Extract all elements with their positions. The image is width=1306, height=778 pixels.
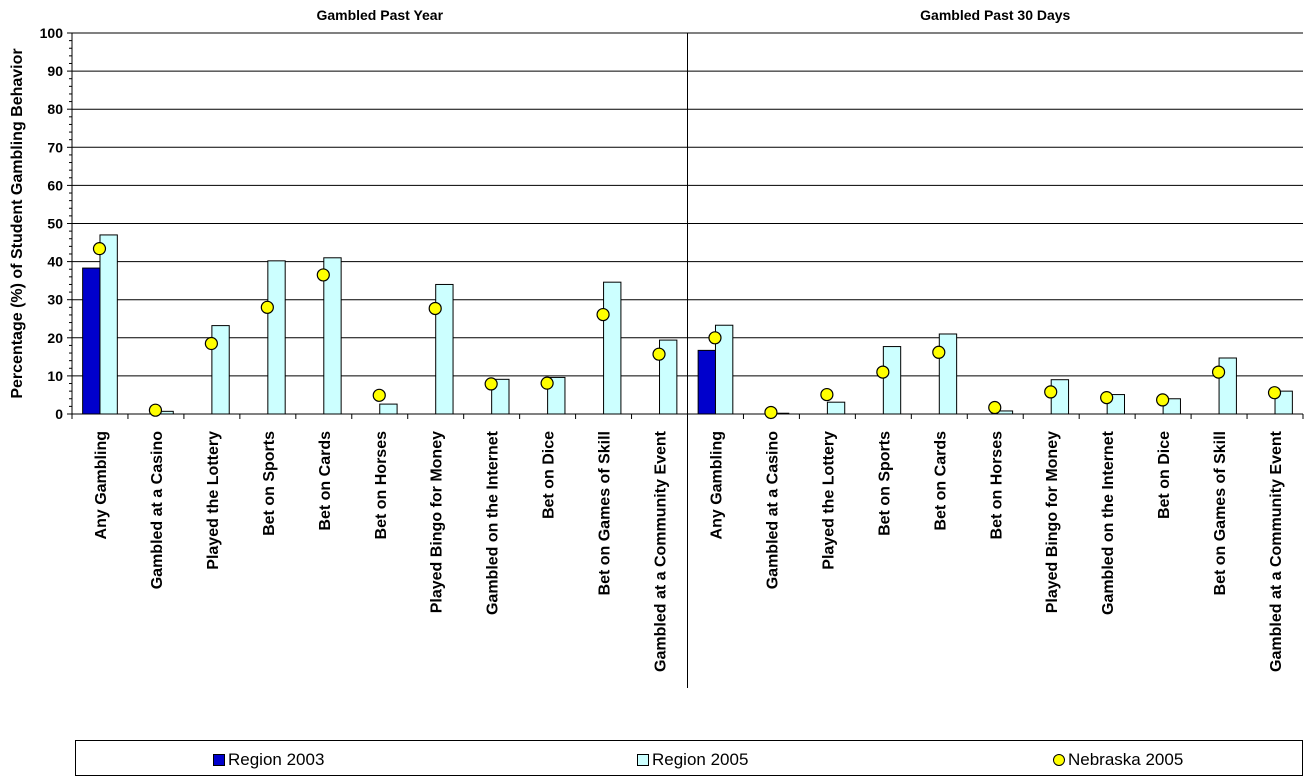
x-tick-label-bet-on-games-of-skill: Bet on Games of Skill [1212,431,1229,595]
bar-region-2005 [882,346,902,415]
legend: Region 2003 Region 2005 Nebraska 2005 [75,740,1303,776]
x-tick-label-bet-on-dice: Bet on Dice [541,431,558,519]
panel-title: Gambled Past Year [316,7,443,23]
x-tick-label-played-bingo-for-money: Played Bingo for Money [429,431,446,613]
marker-nebraska-2005 [596,307,610,322]
bar-region-2005 [603,281,622,415]
x-tick-label-bet-on-sports: Bet on Sports [876,431,893,536]
marker-nebraska-2005 [764,405,778,420]
bar-region-2005 [267,260,286,415]
x-tick-label-bet-on-cards: Bet on Cards [317,431,334,531]
marker-nebraska-2005 [1156,393,1170,407]
bar-region-2003 [82,267,101,415]
legend-swatch-region-2005 [637,754,649,766]
y-tick-label: 20 [47,330,63,346]
marker-nebraska-2005 [1267,386,1282,400]
x-tick-label-gambled-at-a-community-event: Gambled at a Community Event [653,430,670,672]
bar-region-2005 [938,333,958,415]
legend-label-region-2003: Region 2003 [228,750,325,769]
legend-item-nebraska-2005: Nebraska 2005 [1053,750,1183,770]
x-tick-label-any-gambling: Any Gambling [708,431,725,539]
marker-nebraska-2005 [820,387,834,402]
marker-nebraska-2005 [428,301,442,316]
marker-nebraska-2005 [148,403,163,417]
bar-region-2005 [435,283,454,415]
x-tick-label-played-the-lottery: Played the Lottery [820,431,837,570]
y-tick-label: 10 [47,368,63,384]
bar-region-2005 [323,257,342,415]
marker-nebraska-2005 [1044,385,1058,399]
legend-label-region-2005: Region 2005 [652,750,749,769]
marker-nebraska-2005 [1211,365,1226,379]
marker-nebraska-2005 [316,268,330,282]
legend-item-region-2005: Region 2005 [637,750,748,770]
marker-nebraska-2005 [988,400,1002,415]
bar-region-2003 [697,349,716,415]
x-tick-label-played-bingo-for-money: Played Bingo for Money [1044,431,1061,613]
y-tick-label: 90 [47,63,63,79]
x-tick-label-bet-on-cards: Bet on Cards [932,431,949,531]
y-tick-label: 70 [47,139,63,155]
marker-nebraska-2005 [932,345,946,359]
bar-region-2005 [99,234,118,415]
marker-nebraska-2005 [876,365,890,379]
x-tick-label-any-gambling: Any Gambling [93,431,110,539]
x-tick-label-bet-on-horses: Bet on Horses [988,431,1005,540]
y-axis-title: Percentage (%) of Student Gambling Behav… [9,48,26,398]
legend-label-nebraska-2005: Nebraska 2005 [1068,750,1184,769]
marker-nebraska-2005 [260,300,274,314]
marker-nebraska-2005 [652,347,666,361]
legend-item-region-2003: Region 2003 [213,750,324,770]
marker-nebraska-2005 [484,377,498,391]
y-tick-label: 0 [55,406,63,422]
legend-swatch-region-2003 [213,754,225,766]
panel-title: Gambled Past 30 Days [920,7,1070,23]
y-tick-label: 30 [47,292,63,308]
x-tick-label-gambled-at-a-casino: Gambled at a Casino [764,431,781,589]
y-tick-label: 80 [47,101,63,117]
x-tick-label-gambled-at-a-casino: Gambled at a Casino [149,431,166,589]
bar-region-2005 [714,324,734,415]
y-tick-label: 50 [47,216,63,232]
y-tick-label: 40 [47,254,63,270]
x-tick-label-bet-on-dice: Bet on Dice [1156,431,1173,519]
y-tick-label: 60 [47,177,63,193]
y-tick-label: 100 [40,25,64,41]
bar-region-2005 [826,401,846,415]
marker-nebraska-2005 [540,376,554,390]
x-tick-label-gambled-on-the-internet: Gambled on the Internet [1100,430,1117,615]
marker-nebraska-2005 [372,388,386,402]
bar-region-2005 [379,403,398,415]
marker-nebraska-2005 [1100,391,1114,405]
marker-nebraska-2005 [92,242,107,256]
legend-swatch-nebraska-2005 [1053,754,1065,766]
marker-nebraska-2005 [708,331,722,345]
x-tick-label-bet-on-horses: Bet on Horses [373,431,390,540]
chart: 0 10 20 30 40 50 60 70 80 90 100 Percentage (%) of … [9,7,1304,688]
x-tick-label-gambled-at-a-community-event: Gambled at a Community Event [1268,430,1285,672]
x-tick-label-bet-on-games-of-skill: Bet on Games of Skill [597,431,614,595]
marker-nebraska-2005 [204,336,218,351]
x-tick-label-bet-on-sports: Bet on Sports [261,431,278,536]
x-tick-label-played-the-lottery: Played the Lottery [205,431,222,570]
x-tick-label-gambled-on-the-internet: Gambled on the Internet [485,430,502,615]
